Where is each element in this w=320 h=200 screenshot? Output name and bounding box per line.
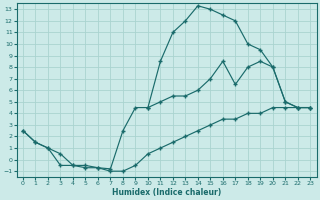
X-axis label: Humidex (Indice chaleur): Humidex (Indice chaleur) bbox=[112, 188, 221, 197]
